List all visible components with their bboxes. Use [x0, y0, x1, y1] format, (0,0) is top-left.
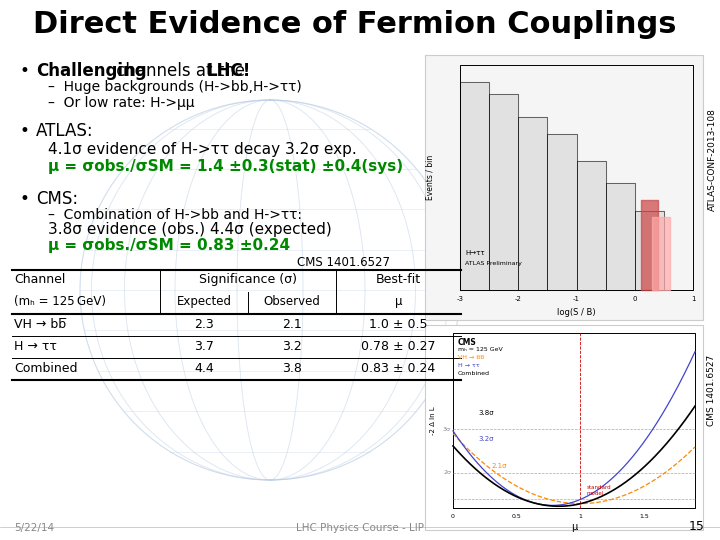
Text: 4.1σ evidence of H->ττ decay 3.2σ exp.: 4.1σ evidence of H->ττ decay 3.2σ exp. — [48, 142, 356, 157]
Text: 0: 0 — [451, 514, 455, 519]
Text: Combined: Combined — [458, 371, 490, 376]
Text: 5/22/14: 5/22/14 — [14, 523, 54, 533]
Text: -3: -3 — [456, 296, 464, 302]
Text: 3.8: 3.8 — [282, 362, 302, 375]
Text: 1.5: 1.5 — [639, 514, 649, 519]
Text: Best-fit: Best-fit — [376, 273, 421, 286]
Text: LHC Physics Course - LIP: LHC Physics Course - LIP — [296, 523, 424, 533]
Text: μ = σobs./σSM = 1.4 ±0.3(stat) ±0.4(sys): μ = σobs./σSM = 1.4 ±0.3(stat) ±0.4(sys) — [48, 159, 403, 174]
Text: Channel: Channel — [14, 273, 66, 286]
Text: 4.4: 4.4 — [194, 362, 214, 375]
Text: CMS: CMS — [458, 338, 477, 347]
Text: 2.3: 2.3 — [194, 318, 214, 331]
Text: -1: -1 — [573, 296, 580, 302]
Text: Expected: Expected — [176, 295, 232, 308]
Text: –  Or low rate: H->μμ: – Or low rate: H->μμ — [48, 96, 194, 110]
Text: 3σ: 3σ — [443, 427, 451, 432]
Bar — [425, 55, 703, 320]
Text: 1: 1 — [690, 296, 696, 302]
Text: -2: -2 — [515, 296, 522, 302]
Text: 3.8σ evidence (obs.) 4.4σ (expected): 3.8σ evidence (obs.) 4.4σ (expected) — [48, 222, 332, 237]
Text: CMS 1401.6527: CMS 1401.6527 — [708, 354, 716, 426]
Text: 0: 0 — [632, 296, 637, 302]
Text: VH → bb̅: VH → bb̅ — [14, 318, 66, 331]
Text: LHC!: LHC! — [206, 62, 251, 80]
Text: (mₕ = 125 GeV): (mₕ = 125 GeV) — [14, 295, 106, 308]
Text: 1: 1 — [578, 514, 582, 519]
Text: ATLAS Preliminary: ATLAS Preliminary — [465, 261, 522, 266]
Text: ATLAS:: ATLAS: — [36, 122, 94, 140]
Text: -2 Δ ln L: -2 Δ ln L — [430, 406, 436, 435]
Text: Significance (σ): Significance (σ) — [199, 273, 297, 286]
Text: 2.1: 2.1 — [282, 318, 302, 331]
Text: •: • — [20, 190, 30, 208]
Text: CMS:: CMS: — [36, 190, 78, 208]
Text: 3.2σ: 3.2σ — [479, 436, 494, 442]
Text: 0.78 ± 0.27: 0.78 ± 0.27 — [361, 340, 436, 353]
Text: standard
model: standard model — [587, 485, 611, 496]
Text: Challenging: Challenging — [36, 62, 147, 80]
Text: VH → b̅b̅: VH → b̅b̅ — [458, 355, 485, 360]
Text: log(S / B): log(S / B) — [557, 308, 596, 317]
Text: –  Huge backgrounds (H->bb,H->ττ): – Huge backgrounds (H->bb,H->ττ) — [48, 80, 302, 94]
Text: •: • — [20, 62, 30, 80]
Text: H → ττ: H → ττ — [458, 363, 480, 368]
Text: channels at the: channels at the — [111, 62, 251, 80]
Text: 1.0 ± 0.5: 1.0 ± 0.5 — [369, 318, 428, 331]
Text: CMS 1401.6527: CMS 1401.6527 — [297, 256, 390, 269]
Text: Observed: Observed — [264, 295, 320, 308]
Text: ATLAS-CONF-2013-108: ATLAS-CONF-2013-108 — [708, 109, 716, 212]
Text: H→ττ: H→ττ — [465, 250, 485, 256]
Text: 3.8σ: 3.8σ — [479, 410, 494, 416]
Text: 3.7: 3.7 — [194, 340, 214, 353]
Text: H → ττ: H → ττ — [14, 340, 57, 353]
Text: 3.2: 3.2 — [282, 340, 302, 353]
Text: Events / bin: Events / bin — [426, 155, 434, 200]
Text: 2.1σ: 2.1σ — [491, 463, 507, 469]
Text: 0.5: 0.5 — [512, 514, 521, 519]
Text: •: • — [20, 122, 30, 140]
Text: μ: μ — [395, 295, 402, 308]
Text: μ: μ — [571, 522, 577, 532]
Text: Combined: Combined — [14, 362, 78, 375]
Text: Direct Evidence of Fermion Couplings: Direct Evidence of Fermion Couplings — [33, 10, 677, 39]
Text: –  Combination of H->bb and H->ττ:: – Combination of H->bb and H->ττ: — [48, 208, 302, 222]
Bar — [425, 325, 703, 530]
Text: 15: 15 — [689, 520, 705, 533]
Text: μ = σobs./σSM = 0.83 ±0.24: μ = σobs./σSM = 0.83 ±0.24 — [48, 238, 290, 253]
Text: 0.83 ± 0.24: 0.83 ± 0.24 — [361, 362, 436, 375]
Text: mₕ = 125 GeV: mₕ = 125 GeV — [458, 347, 503, 352]
Text: 2σ: 2σ — [443, 470, 451, 476]
